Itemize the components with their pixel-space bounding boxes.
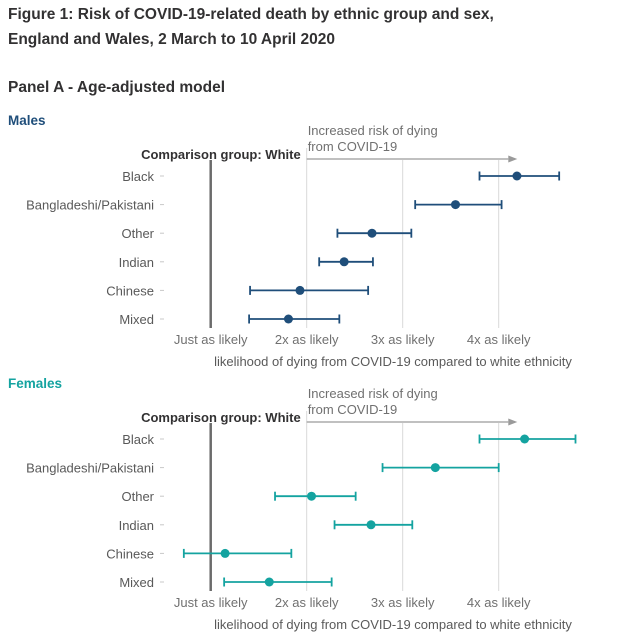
females-subtitle: Females	[8, 376, 63, 391]
data-point	[512, 171, 522, 181]
category-label: Other	[121, 226, 154, 241]
data-point	[430, 463, 440, 473]
data-point	[264, 577, 274, 587]
data-point	[366, 520, 376, 530]
x-tick-label: 4x as likely	[467, 332, 531, 347]
category-label: Bangladeshi/Pakistani	[26, 461, 154, 476]
category-label: Mixed	[119, 312, 154, 327]
category-label: Chinese	[106, 283, 154, 298]
males-subtitle: Males	[8, 113, 46, 128]
data-point	[339, 257, 349, 267]
data-point	[367, 228, 377, 238]
annotation-line2: from COVID-19	[308, 139, 398, 154]
category-label: Indian	[119, 518, 154, 533]
data-point	[220, 548, 230, 558]
figure-title-line1: Figure 1: Risk of COVID-19-related death…	[8, 6, 494, 23]
x-tick-label: 3x as likely	[371, 332, 435, 347]
arrow-head-icon	[508, 418, 518, 426]
x-tick-label: Just as likely	[174, 332, 248, 347]
arrow-head-icon	[508, 155, 518, 163]
category-label: Black	[122, 432, 154, 447]
panel-label: Panel A - Age-adjusted model	[8, 79, 226, 96]
category-label: Bangladeshi/Pakistani	[26, 198, 154, 213]
x-tick-label: Just as likely	[174, 595, 248, 610]
x-tick-label: 3x as likely	[371, 595, 435, 610]
data-point	[451, 200, 460, 210]
data-point	[307, 491, 316, 501]
annotation-line1: Increased risk of dying	[308, 123, 438, 138]
annotation-line2: from COVID-19	[308, 402, 398, 417]
comparison-group-label: Comparison group: White	[141, 147, 301, 162]
comparison-group-label: Comparison group: White	[141, 410, 301, 425]
figure-title-line2: England and Wales, 2 March to 10 April 2…	[8, 31, 336, 48]
x-tick-label: 4x as likely	[467, 595, 531, 610]
x-axis-title: likelihood of dying from COVID-19 compar…	[214, 354, 572, 369]
category-label: Mixed	[119, 575, 154, 590]
category-label: Chinese	[106, 546, 154, 561]
data-point	[520, 434, 530, 444]
x-tick-label: 2x as likely	[275, 595, 339, 610]
data-point	[283, 314, 293, 324]
annotation-line1: Increased risk of dying	[308, 386, 438, 401]
category-label: Other	[121, 489, 154, 504]
x-tick-label: 2x as likely	[275, 332, 339, 347]
x-axis-title: likelihood of dying from COVID-19 compar…	[214, 617, 572, 632]
data-point	[295, 285, 305, 295]
category-label: Indian	[119, 255, 154, 270]
category-label: Black	[122, 169, 154, 184]
